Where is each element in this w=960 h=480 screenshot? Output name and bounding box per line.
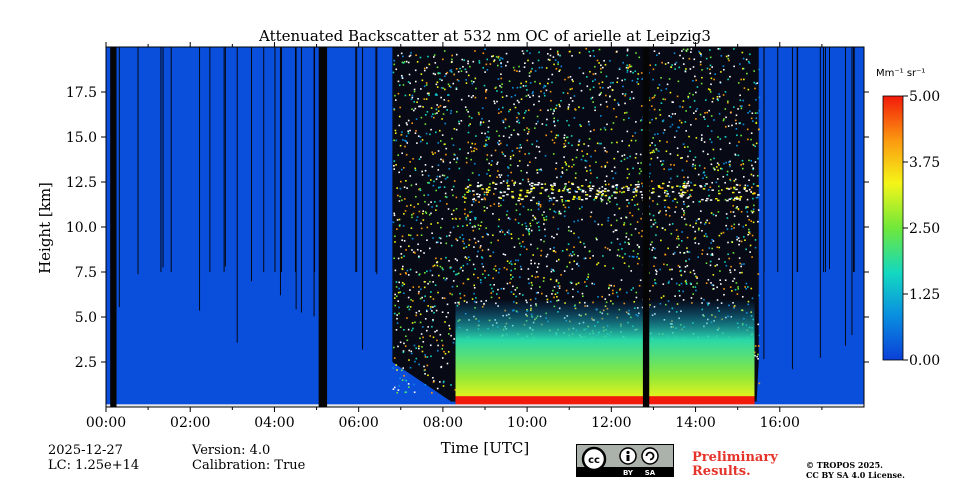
svg-text:cc: cc	[588, 455, 600, 466]
data-gap-0	[110, 47, 117, 407]
footer-version: Version: 4.0	[192, 443, 271, 458]
footer-date: 2025-12-27	[48, 443, 123, 458]
y-tick-label: 7.5	[75, 265, 97, 281]
preliminary-label-2: Results.	[692, 464, 751, 479]
y-tick-label: 2.5	[75, 355, 97, 371]
share-alike-icon	[641, 447, 659, 465]
ground-line	[106, 404, 864, 407]
cc-badge-bar	[577, 467, 673, 476]
colorbar-tick-label: 2.50	[909, 221, 940, 237]
x-axis-label: Time [UTC]	[441, 439, 530, 457]
y-tick-label: 15.0	[66, 130, 97, 146]
y-tick-label: 12.5	[66, 175, 97, 191]
boundary-layer-band	[455, 396, 755, 406]
x-tick-label: 04:00	[254, 415, 294, 431]
cc-logo-icon: cc BY SA	[581, 446, 659, 476]
x-tick-label: 16:00	[760, 415, 800, 431]
data-gap-2	[642, 47, 650, 407]
y-tick-label: 5.0	[75, 310, 97, 326]
plot-area	[106, 47, 864, 407]
colorbar-tick-label: 0.00	[909, 353, 940, 369]
y-axis-label: Height [km]	[36, 182, 54, 274]
colorbar-tick-label: 3.75	[909, 155, 940, 171]
profile-dropouts	[118, 47, 855, 370]
colorbar-tick-label: 5.00	[909, 89, 940, 105]
cc-by-label: BY	[623, 469, 634, 476]
preliminary-label-1: Preliminary	[692, 450, 778, 465]
x-tick-label: 14:00	[675, 415, 715, 431]
x-tick-label: 10:00	[507, 415, 547, 431]
x-tick-label: 06:00	[338, 415, 378, 431]
aerosol-layer	[455, 299, 755, 402]
license-text: CC BY SA 4.0 License.	[806, 470, 905, 480]
y-tick-label: 10.0	[66, 220, 97, 236]
cc-sa-label: SA	[645, 469, 656, 476]
colorbar-unit-label: Mm⁻¹ sr⁻¹	[876, 68, 925, 79]
data-gap-1	[318, 47, 328, 407]
chart-title: Attenuated Backscatter at 532 nm OC of a…	[258, 27, 711, 45]
colorbar	[882, 95, 904, 361]
x-tick-label: 08:00	[423, 415, 463, 431]
x-tick-label: 00:00	[86, 415, 126, 431]
x-tick-label: 12:00	[591, 415, 631, 431]
y-tick-label: 17.5	[66, 85, 97, 101]
footer-calibration: Calibration: True	[192, 458, 306, 473]
cc-license-badge[interactable]: cc BY SA	[576, 444, 674, 477]
footer-lc: LC: 1.25e+14	[48, 458, 140, 473]
x-tick-label: 02:00	[170, 415, 210, 431]
colorbar-tick-label: 1.25	[909, 287, 940, 303]
copyright-text: © TROPOS 2025.	[806, 460, 883, 470]
